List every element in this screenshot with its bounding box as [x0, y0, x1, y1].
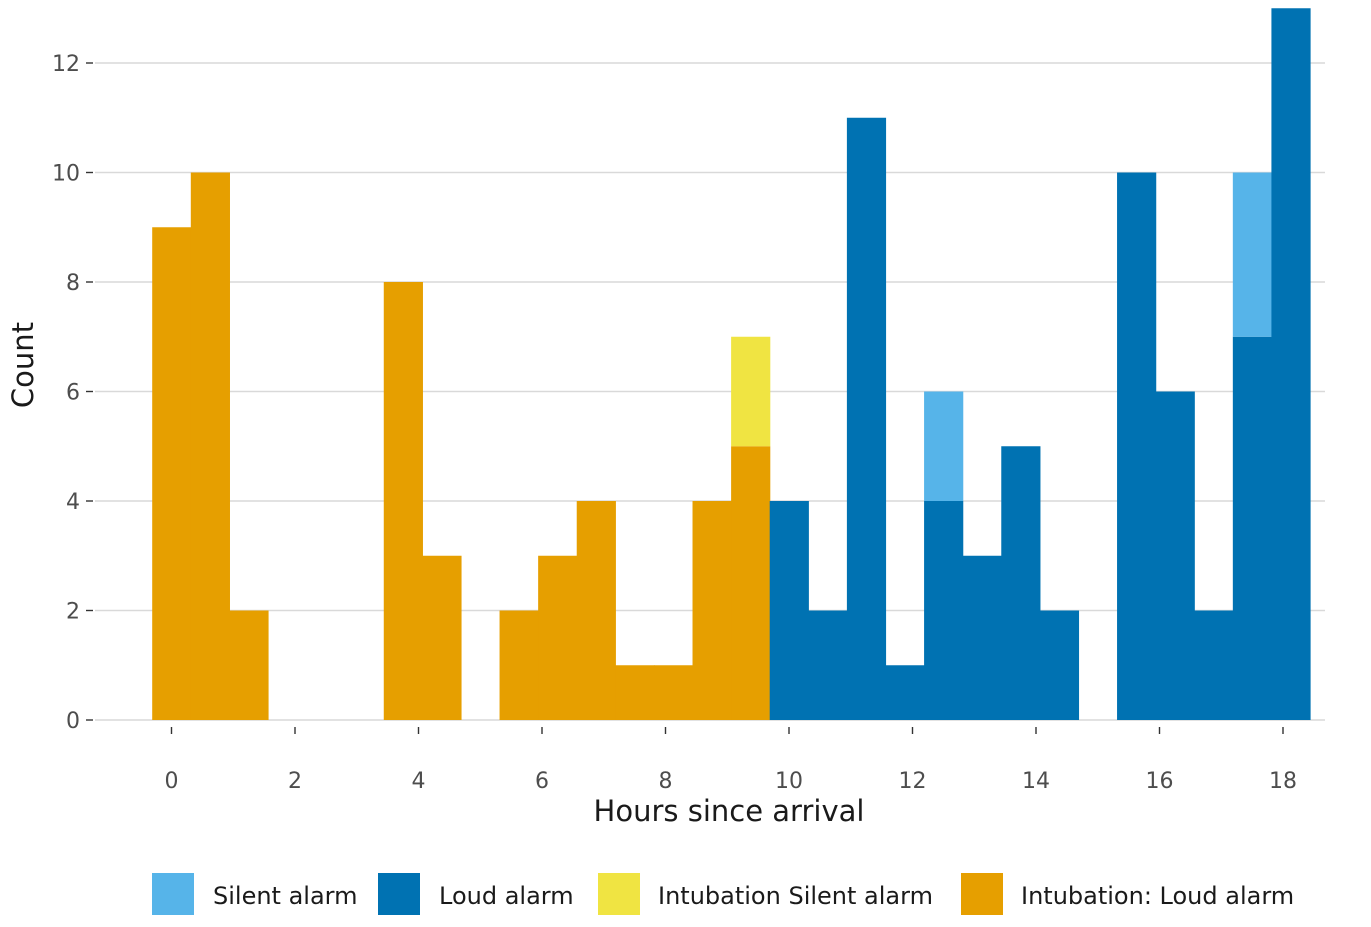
- bar-loud-alarm-27: [1194, 610, 1234, 720]
- y-axis: 0 2 4 6 8 10 12: [52, 52, 93, 734]
- bar-loud-alarm-17: [808, 610, 848, 720]
- bar-intubation-loud-alarm-1: [190, 172, 230, 720]
- x-axis: 0 2 4 6 8 10 12 14 16 18: [165, 727, 1297, 794]
- bar-loud-alarm-16: [769, 501, 809, 720]
- legend-label-silent-alarm: Silent alarm: [213, 882, 358, 910]
- bar-loud-alarm-29: [1271, 8, 1311, 720]
- bar-loud-alarm-20: [924, 501, 964, 720]
- bar-loud-alarm-25: [1117, 172, 1157, 720]
- legend-swatch-intubation-silent-alarm: [598, 873, 640, 915]
- bar-intubation-loud-alarm-0: [152, 227, 192, 720]
- bar-intubation-loud-alarm-15: [731, 446, 771, 720]
- bar-intubation-loud-alarm-14: [692, 501, 732, 720]
- x-tick-label-0: 0: [165, 769, 179, 794]
- bar-loud-alarm-28: [1232, 336, 1273, 720]
- y-tick-label-12: 12: [52, 52, 80, 77]
- legend-swatch-loud-alarm: [378, 873, 420, 915]
- bar-silent-alarm-28: [1232, 172, 1273, 337]
- legend-label-loud-alarm: Loud alarm: [439, 882, 574, 910]
- legend-swatch-silent-alarm: [152, 873, 194, 915]
- bar-intubation-loud-alarm-13: [653, 665, 694, 720]
- bar-loud-alarm-21: [962, 555, 1002, 720]
- x-axis-title: Hours since arrival: [594, 794, 865, 828]
- x-tick-label-6: 6: [535, 769, 549, 794]
- y-tick-label-10: 10: [52, 162, 80, 187]
- legend: Silent alarm Loud alarm Intubation Silent …: [152, 873, 1294, 915]
- bar-loud-alarm-18: [846, 117, 887, 720]
- legend-label-intubation-silent-alarm: Intubation Silent alarm: [658, 882, 933, 910]
- legend-label-intubation-loud-alarm: Intubation: Loud alarm: [1021, 882, 1294, 910]
- x-tick-label-8: 8: [659, 769, 673, 794]
- bar-loud-alarm-22: [1001, 446, 1041, 720]
- x-tick-label-4: 4: [412, 769, 426, 794]
- x-tick-label-16: 16: [1146, 769, 1174, 794]
- bars: [152, 8, 1311, 720]
- y-tick-label-8: 8: [66, 271, 80, 296]
- x-tick-label-10: 10: [775, 769, 803, 794]
- bar-loud-alarm-26: [1155, 391, 1195, 720]
- bar-intubation-loud-alarm-6: [383, 282, 423, 720]
- y-axis-title: Count: [6, 322, 40, 408]
- x-tick-label-12: 12: [899, 769, 927, 794]
- y-tick-label-0: 0: [66, 709, 80, 734]
- y-tick-label-2: 2: [66, 600, 80, 625]
- bar-silent-alarm-20: [924, 391, 964, 501]
- bar-intubation-silent-alarm-15: [731, 336, 771, 447]
- bar-intubation-loud-alarm-12: [615, 665, 655, 720]
- bar-intubation-loud-alarm-9: [499, 610, 539, 720]
- x-tick-label-18: 18: [1269, 769, 1297, 794]
- x-tick-label-2: 2: [288, 769, 302, 794]
- bar-intubation-loud-alarm-7: [422, 555, 462, 720]
- legend-swatch-intubation-loud-alarm: [961, 873, 1003, 915]
- x-tick-label-14: 14: [1022, 769, 1050, 794]
- bar-intubation-loud-alarm-10: [538, 555, 578, 720]
- bar-intubation-loud-alarm-2: [229, 610, 269, 720]
- bar-loud-alarm-19: [885, 665, 925, 720]
- y-tick-label-4: 4: [66, 490, 80, 515]
- bar-intubation-loud-alarm-11: [576, 501, 616, 720]
- y-tick-label-6: 6: [66, 381, 80, 406]
- bar-loud-alarm-23: [1039, 610, 1080, 720]
